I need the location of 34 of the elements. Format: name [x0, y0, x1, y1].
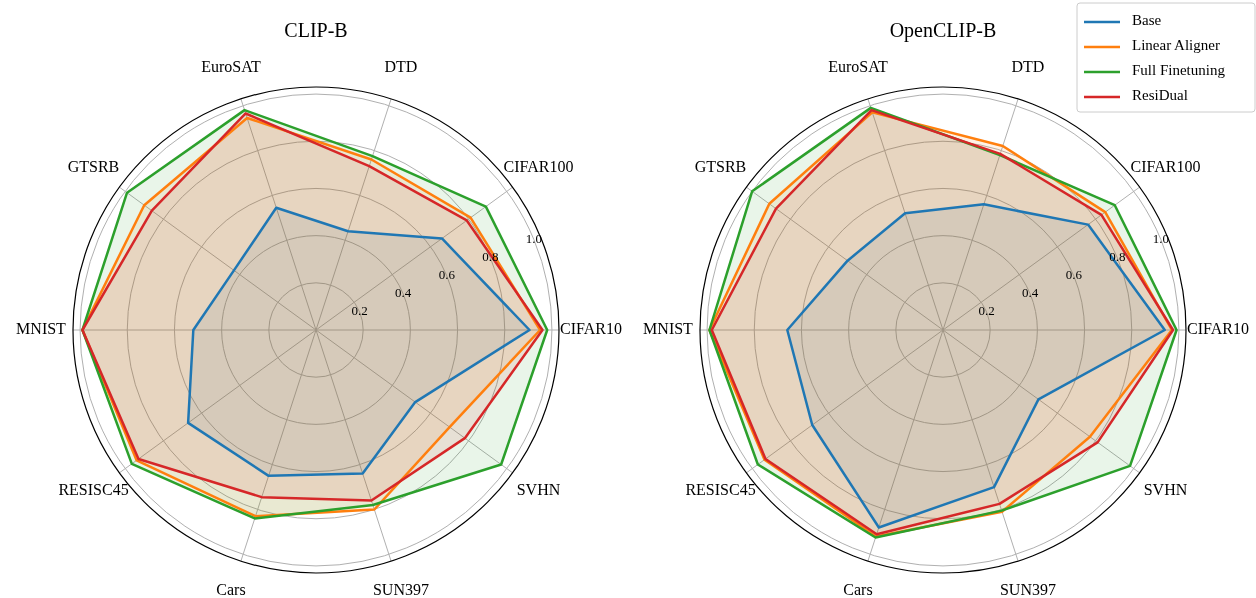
spoke-label: DTD: [384, 58, 418, 76]
spoke-label: EuroSAT: [201, 58, 262, 76]
legend-label: Full Finetuning: [1132, 62, 1226, 79]
spoke-label: Cars: [216, 581, 246, 598]
spoke-label: RESISC45: [58, 481, 129, 499]
y-tick-label: 1.0: [525, 230, 543, 246]
spoke-label: SUN397: [999, 581, 1056, 598]
spoke-label: SUN397: [372, 581, 429, 598]
legend-label: Linear Aligner: [1132, 37, 1220, 54]
spoke-label: CIFAR100: [1130, 158, 1201, 176]
spoke-label: CIFAR10: [560, 319, 622, 337]
text: OpenCLIP-B: [889, 19, 997, 42]
y-tick-label: 0.6: [438, 266, 456, 282]
y-tick-label: 0.2: [978, 302, 995, 318]
spoke-label: CIFAR100: [503, 158, 574, 176]
legend-label: ResiDual: [1132, 87, 1188, 104]
spoke-label: GTSRB: [67, 158, 120, 176]
y-tick-label: 1.0: [1152, 230, 1170, 246]
spoke-label: DTD: [1011, 58, 1045, 76]
spoke-label: MNIST: [16, 319, 67, 337]
spoke-label: SVHN: [516, 481, 561, 499]
y-tick-label: 0.2: [351, 302, 368, 318]
spoke-label: SVHN: [1143, 481, 1188, 499]
spoke-label: EuroSAT: [828, 58, 889, 76]
legend-label: Base: [1132, 12, 1162, 29]
spoke-label: GTSRB: [694, 158, 747, 176]
y-tick-label: 0.4: [395, 284, 412, 300]
spoke-label: RESISC45: [685, 481, 756, 499]
y-tick-label: 0.6: [1065, 266, 1083, 282]
y-tick-label: 0.4: [1022, 284, 1039, 300]
spoke-label: CIFAR10: [1187, 319, 1249, 337]
spoke-label: MNIST: [643, 319, 694, 337]
spoke-label: Cars: [843, 581, 873, 598]
chart-title: CLIP-B: [284, 19, 348, 41]
